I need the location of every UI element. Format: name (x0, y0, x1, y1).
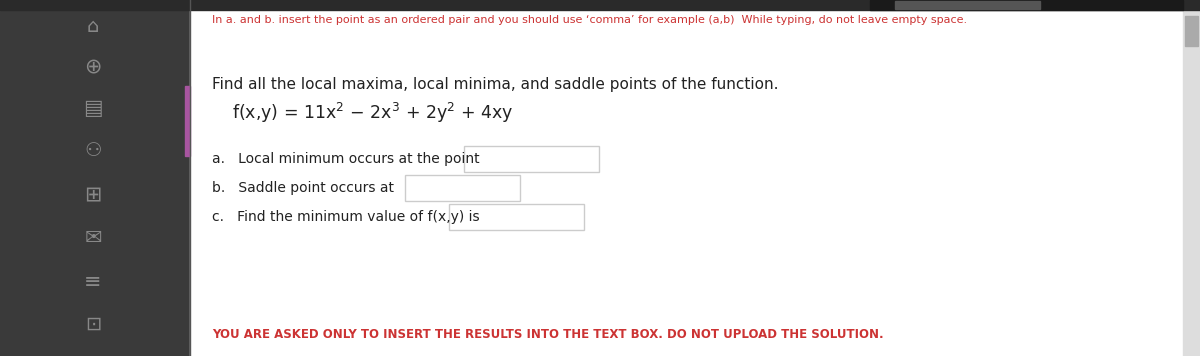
Text: a.   Local minimum occurs at the point: a. Local minimum occurs at the point (212, 152, 480, 166)
Bar (190, 0, 1183, 356)
Text: ⊡: ⊡ (85, 314, 101, 334)
Bar (185, 86, 190, 156)
Text: ⊕: ⊕ (84, 56, 102, 76)
Text: ≡: ≡ (84, 272, 102, 292)
Text: Find all the local maxima, local minima, and saddle points of the function.: Find all the local maxima, local minima,… (212, 77, 779, 91)
FancyBboxPatch shape (464, 146, 599, 172)
Bar (1186, 16, 1198, 46)
Bar (1183, 0, 1200, 356)
Text: b.   Saddle point occurs at: b. Saddle point occurs at (212, 181, 394, 195)
Text: ✉: ✉ (84, 228, 102, 248)
Text: In a. and b. insert the point as an ordered pair and you should use ‘comma’ for : In a. and b. insert the point as an orde… (212, 15, 967, 25)
Text: ⌂: ⌂ (86, 16, 100, 36)
Text: ▤: ▤ (83, 98, 103, 118)
Text: c.   Find the minimum value of f(x,y) is: c. Find the minimum value of f(x,y) is (212, 210, 480, 224)
Text: YOU ARE ASKED ONLY TO INSERT THE RESULTS INTO THE TEXT BOX. DO NOT UPLOAD THE SO: YOU ARE ASKED ONLY TO INSERT THE RESULTS… (212, 328, 883, 340)
Text: ⊞: ⊞ (84, 184, 102, 204)
Bar (0, 0, 1200, 10)
Bar (870, 0, 1183, 10)
FancyBboxPatch shape (449, 204, 584, 230)
FancyBboxPatch shape (406, 175, 520, 201)
Bar (895, 1, 1040, 9)
Text: ⚇: ⚇ (84, 141, 102, 161)
Text: f(x,y) = 11x$^2$ $-$ 2x$^3$ + 2y$^2$ + 4xy: f(x,y) = 11x$^2$ $-$ 2x$^3$ + 2y$^2$ + 4… (232, 101, 514, 125)
